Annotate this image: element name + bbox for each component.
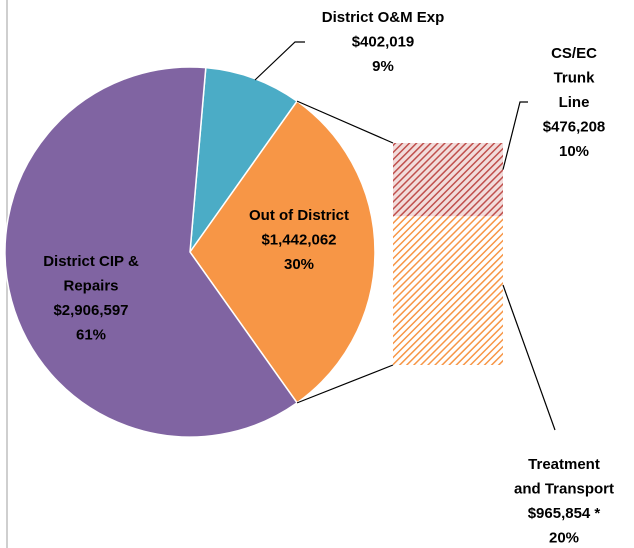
data-label-name: District O&M Exp — [322, 9, 445, 26]
leader-line — [254, 41, 305, 81]
data-label-name: CS/EC — [551, 45, 597, 62]
connector-line — [296, 100, 394, 144]
data-label-percent: 9% — [372, 58, 394, 75]
data-label-name: Repairs — [63, 277, 118, 294]
bar-segment — [393, 216, 503, 365]
bar-segment — [393, 143, 503, 217]
connector-line — [296, 364, 394, 404]
leader-line — [502, 284, 556, 431]
data-label-value: $1,442,062 — [261, 231, 336, 248]
data-label-percent: 30% — [284, 256, 314, 273]
data-label-value: $2,906,597 — [53, 302, 128, 319]
data-label-percent: 10% — [559, 143, 589, 160]
data-label-value: $476,208 — [543, 118, 606, 135]
pie-slice — [189, 66, 299, 255]
data-label-percent: 61% — [76, 326, 106, 343]
data-label-percent: 20% — [549, 529, 579, 546]
data-label-name: Treatment — [528, 456, 600, 473]
data-label-value: $402,019 — [352, 33, 415, 50]
data-label-name: and Transport — [514, 480, 614, 497]
leader-line — [502, 101, 528, 170]
data-label-name: District CIP & — [43, 253, 139, 270]
pie-slice — [189, 100, 376, 404]
pie-slice — [4, 66, 299, 438]
data-label-name: Line — [559, 94, 590, 111]
data-label-name: Trunk — [554, 69, 595, 86]
data-label-value: $965,854 * — [528, 505, 601, 522]
data-label-name: Out of District — [249, 207, 349, 224]
